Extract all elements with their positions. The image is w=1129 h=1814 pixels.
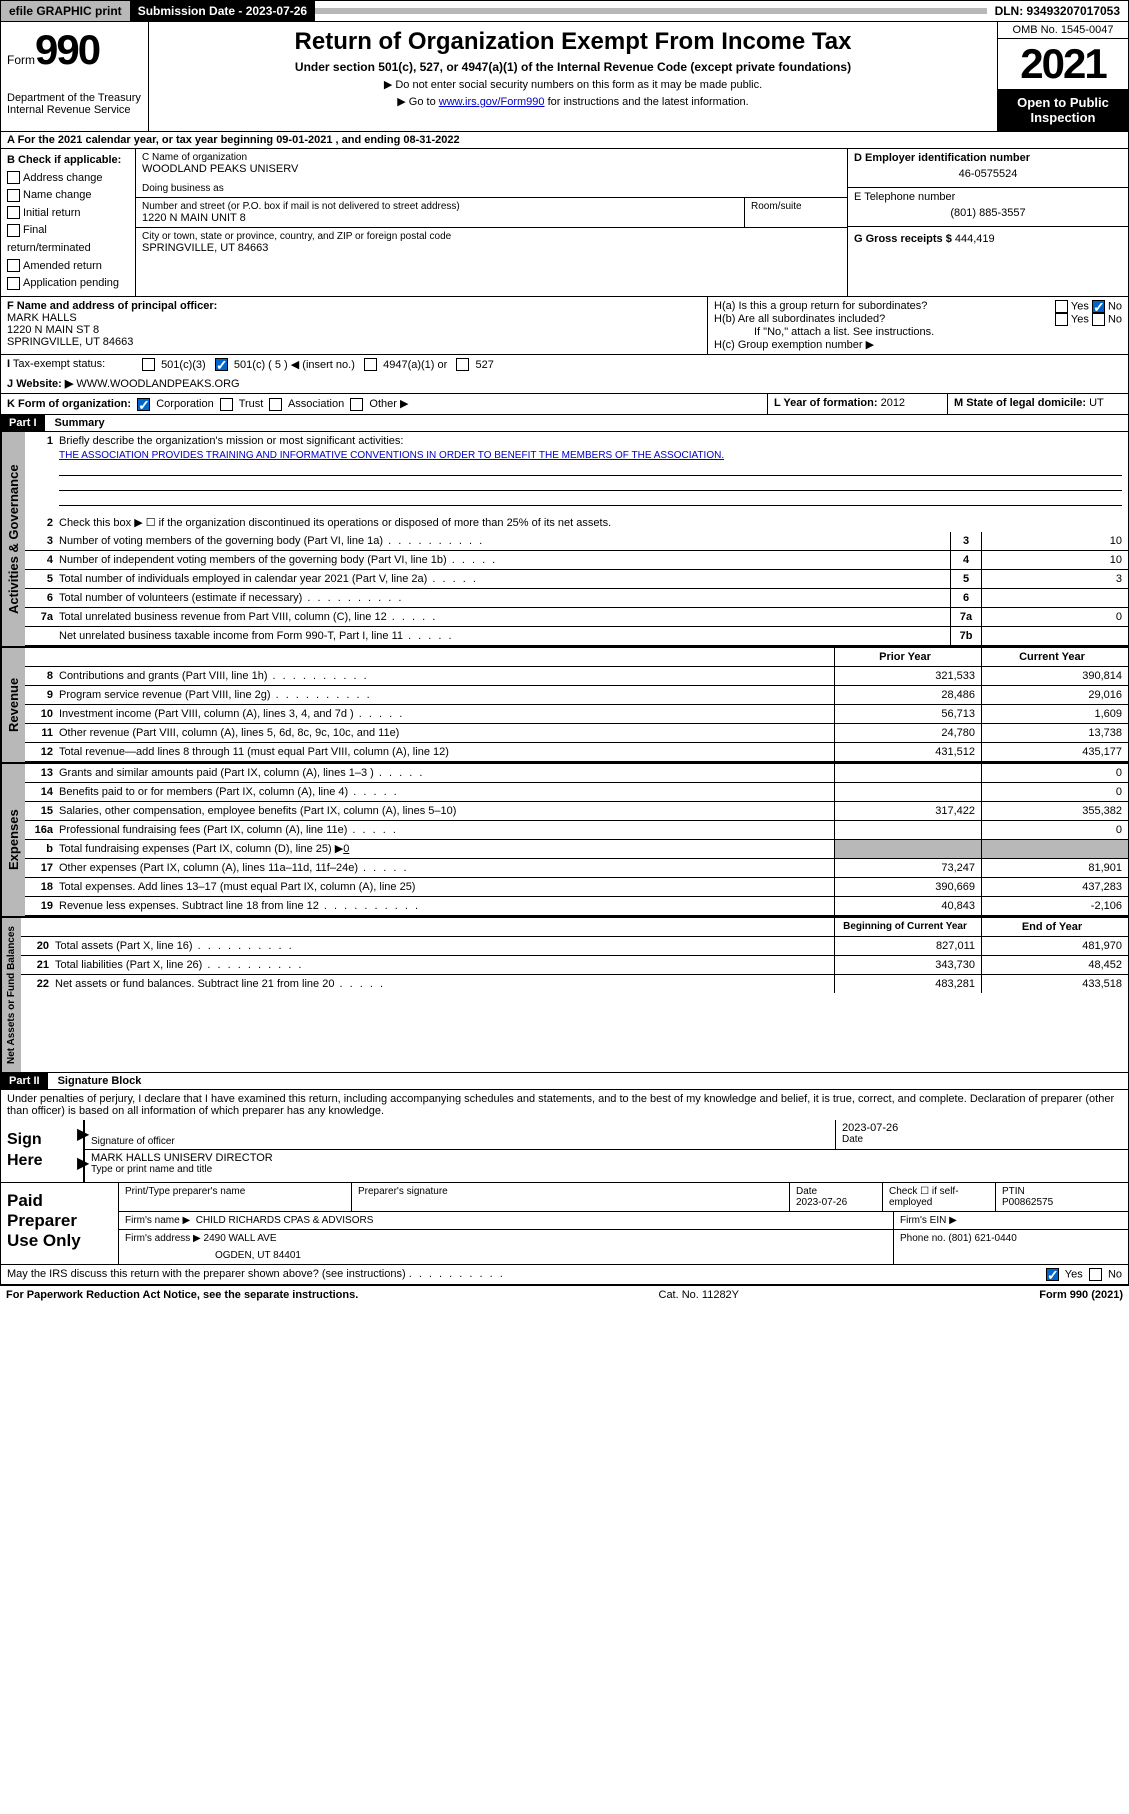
expenses-section: Expenses 13 Grants and similar amounts p… [0,762,1129,916]
page-footer: For Paperwork Reduction Act Notice, see … [0,1285,1129,1304]
website-value: WWW.WOODLANDPEAKS.ORG [76,378,239,390]
ssn-warning: ▶ Do not enter social security numbers o… [155,78,991,91]
governance-section: Activities & Governance 1 Briefly descri… [0,432,1129,646]
efile-label[interactable]: efile GRAPHIC print [1,1,130,21]
revenue-section: Revenue b Prior Year Current Year 8 Cont… [0,646,1129,762]
tel-label: E Telephone number [854,191,1122,203]
governance-label: Activities & Governance [1,432,25,646]
h-b-note: If "No," attach a list. See instructions… [714,326,1122,338]
expenses-label: Expenses [1,764,25,916]
city-state: SPRINGVILLE, UT 84663 [142,242,841,254]
name-title-label: Type or print name and title [91,1164,1122,1175]
gross-value: 444,419 [955,233,995,245]
may-discuss-row: May the IRS discuss this return with the… [0,1265,1129,1285]
netassets-section: Net Assets or Fund Balances Beginning of… [0,916,1129,1073]
irs-link[interactable]: www.irs.gov/Form990 [439,96,545,108]
h-c-label: H(c) Group exemption number ▶ [714,338,1122,351]
officer-label: F Name and address of principal officer: [7,300,701,312]
section-k-l-m: K Form of organization: Corporation Trus… [0,394,1129,415]
tax-period: A For the 2021 calendar year, or tax yea… [0,132,1129,149]
check-address[interactable]: Address change [7,170,129,188]
check-b-label: B Check if applicable: [7,152,129,170]
check-final[interactable]: Final return/terminated [7,222,129,257]
check-initial[interactable]: Initial return [7,205,129,223]
officer-name: MARK HALLS [7,312,701,324]
perjury-declaration: Under penalties of perjury, I declare th… [0,1090,1129,1120]
submission-date: Submission Date - 2023-07-26 [130,1,315,21]
ein-label: D Employer identification number [854,152,1122,164]
officer-addr: 1220 N MAIN ST 8 [7,324,701,336]
footer-mid: Cat. No. 11282Y [659,1289,740,1301]
top-bar: efile GRAPHIC print Submission Date - 20… [0,0,1129,22]
gross-label: G Gross receipts $ [854,233,952,245]
h-a-label: H(a) Is this a group return for subordin… [714,300,927,313]
dln: DLN: 93493207017053 [987,1,1128,21]
form-number: 990 [35,26,99,73]
preparer-section: Paid Preparer Use Only Print/Type prepar… [0,1183,1129,1265]
form-header: Form990 Department of the Treasury Inter… [0,22,1129,132]
check-pending[interactable]: Application pending [7,275,129,293]
h-b-label: H(b) Are all subordinates included? [714,313,885,326]
sig-officer-label: Signature of officer [91,1136,829,1147]
netassets-label: Net Assets or Fund Balances [1,918,21,1072]
section-j: J Website: ▶ WWW.WOODLANDPEAKS.ORG [0,374,1129,394]
form-prefix: Form [7,53,35,67]
footer-right: Form 990 (2021) [1039,1289,1123,1301]
mission-text: THE ASSOCIATION PROVIDES TRAINING AND IN… [59,450,1122,461]
goto-line: ▶ Go to www.irs.gov/Form990 for instruct… [155,95,991,108]
form-title: Return of Organization Exempt From Incom… [155,28,991,56]
submission-date-blank [315,8,986,14]
section-i: I Tax-exempt status: 501(c)(3) 501(c) ( … [0,355,1129,375]
open-inspection: Open to Public Inspection [998,89,1128,131]
section-b-c-d: B Check if applicable: Address change Na… [0,149,1129,297]
revenue-label: Revenue [1,648,25,762]
tel-value: (801) 885-3557 [854,203,1122,223]
officer-city: SPRINGVILLE, UT 84663 [7,336,701,348]
org-name-label: C Name of organization [142,152,841,163]
department: Department of the Treasury Internal Reve… [7,92,142,116]
h-b-yesno: Yes No [1055,313,1122,326]
preparer-title: Paid Preparer Use Only [1,1183,119,1264]
signature-block: Sign Here ▶ Signature of officer 2023-07… [0,1120,1129,1183]
sig-date: 2023-07-26 [842,1122,1122,1134]
h-a-yesno: Yes No [1055,300,1122,313]
arrow-icon: ▶ [77,1153,89,1173]
footer-left: For Paperwork Reduction Act Notice, see … [6,1289,358,1301]
room-label: Room/suite [751,201,841,212]
addr-label: Number and street (or P.O. box if mail i… [142,201,738,212]
org-name: WOODLAND PEAKS UNISERV [142,163,841,175]
city-label: City or town, state or province, country… [142,231,841,242]
addr-street: 1220 N MAIN UNIT 8 [142,212,738,224]
arrow-icon: ▶ [77,1124,89,1144]
sign-here-label: Sign Here [1,1120,83,1182]
sig-date-label: Date [842,1134,1122,1145]
part-ii-header: Part II Signature Block [0,1073,1129,1090]
check-name[interactable]: Name change [7,187,129,205]
dba-label: Doing business as [142,183,841,194]
form-subtitle: Under section 501(c), 527, or 4947(a)(1)… [155,60,991,74]
officer-printed-name: MARK HALLS UNISERV DIRECTOR [91,1152,1122,1164]
part-i-header: Part I Summary [0,415,1129,432]
tax-year: 2021 [998,39,1128,89]
section-f-h: F Name and address of principal officer:… [0,297,1129,355]
check-amended[interactable]: Amended return [7,258,129,276]
omb-number: OMB No. 1545-0047 [998,22,1128,39]
ein-value: 46-0575524 [854,164,1122,184]
